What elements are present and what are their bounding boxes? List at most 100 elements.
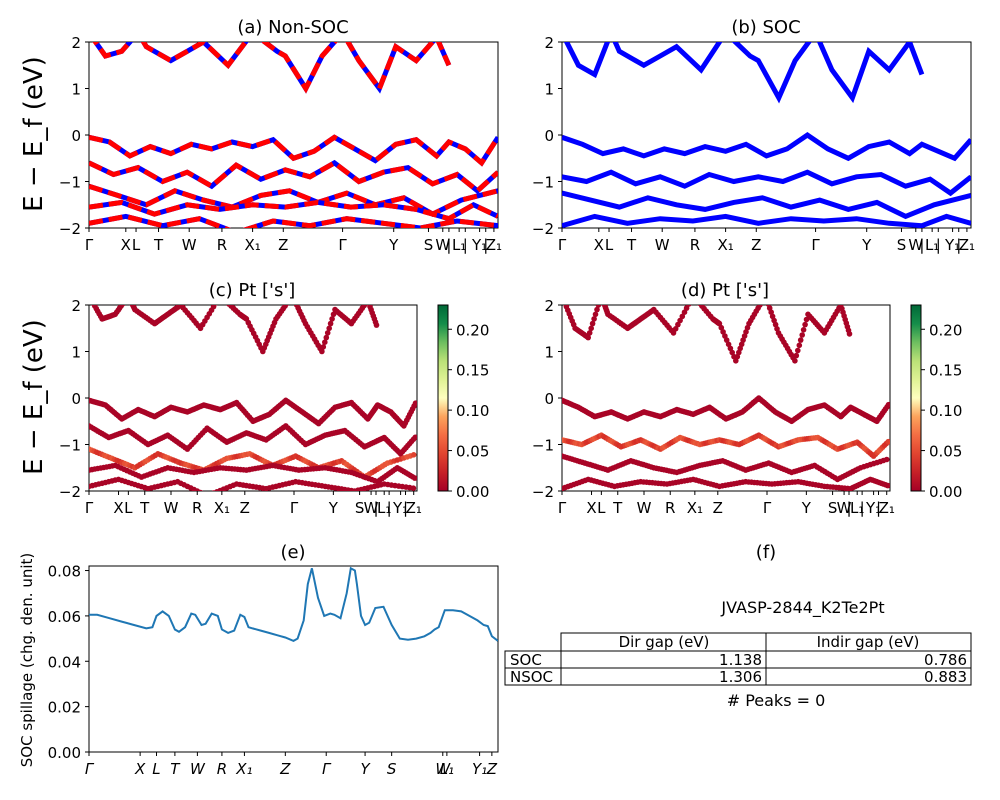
xtick-label: Y — [801, 499, 812, 517]
row-nsoc-dir: 1.306 — [719, 668, 762, 686]
ytick-label: 0 — [71, 127, 81, 145]
colorbar-label: 0.15 — [456, 362, 489, 380]
band-point — [729, 349, 735, 356]
xtick-label: L — [152, 760, 160, 778]
xtick-label: X₁ — [244, 236, 260, 254]
band-point — [119, 305, 126, 307]
xtick-label: | — [936, 236, 941, 254]
ytick-label: 2 — [544, 297, 554, 315]
xtick-label: Z — [751, 236, 761, 254]
band-point — [599, 293, 605, 299]
band-point — [799, 332, 805, 338]
band-point — [89, 298, 95, 304]
ytick-label: 0.02 — [48, 699, 81, 717]
band-point — [757, 305, 763, 308]
ytick-label: 2 — [71, 34, 81, 52]
xtick-label: Γ — [322, 760, 332, 778]
ytick-label: −2 — [532, 483, 554, 501]
band-point — [885, 401, 890, 408]
band-point — [723, 337, 730, 343]
band-point — [326, 325, 333, 332]
band-point — [670, 330, 677, 336]
xtick-label: R — [665, 499, 675, 517]
xtick-label: R — [192, 499, 202, 517]
ytick-label: 2 — [71, 297, 81, 315]
xtick-label: Z₁ — [959, 236, 975, 254]
xtick-label: | — [956, 236, 961, 254]
xtick-label: W — [655, 236, 670, 254]
gap-table: Dir gap (eV) Indir gap (eV) SOC 1.138 0.… — [504, 632, 972, 686]
band-point — [128, 298, 134, 304]
colorbar — [437, 304, 449, 492]
ytick-label: −1 — [532, 437, 554, 455]
ytick-label: 0 — [544, 390, 554, 408]
xtick-label: W — [364, 499, 379, 517]
spillage-line — [89, 566, 498, 643]
band-point — [319, 348, 325, 355]
panel-e-axes: 0.080.060.040.020.00Γ X L T W R X₁ Z Γ Y S WL₁ Y₁ Z — [48, 563, 499, 778]
band-point — [734, 353, 741, 360]
colorbar — [910, 304, 922, 492]
band-point — [586, 330, 593, 336]
band-point — [592, 311, 599, 318]
panel-e-title: (e) — [280, 542, 305, 563]
ytick-label: −2 — [532, 220, 554, 238]
ytick-label: 0.08 — [48, 563, 81, 581]
ytick-label: 0 — [544, 127, 554, 145]
xtick-label: Γ — [85, 236, 94, 254]
colorbar-label: 0.05 — [929, 443, 962, 461]
xtick-label: X — [134, 760, 146, 778]
xtick-label: L — [605, 236, 614, 254]
xtick-label: L₁ — [452, 236, 466, 254]
panel-e-frame — [88, 565, 499, 753]
band-point — [412, 400, 417, 406]
xtick-label: X — [594, 236, 604, 254]
panel-b-axes: 210−1−2Γ X L T W R X₁ Z Γ Y S W| L₁| Y₁|Z₁ — [532, 34, 975, 254]
xtick-label: X₁ — [717, 236, 733, 254]
xtick-label: | — [446, 236, 451, 254]
ytick-label: −2 — [59, 220, 81, 238]
xtick-label: Y₁ — [392, 499, 408, 517]
panel-b-bands — [562, 42, 971, 228]
band-point — [284, 305, 290, 307]
panel-c-colorbar: 0.20 0.15 0.10 0.05 0.00 — [437, 304, 489, 501]
ytick-label: 1 — [544, 81, 554, 99]
xtick-label: Z — [278, 236, 288, 254]
xtick-label: Γ — [811, 236, 820, 254]
xtick-label: L₁ — [440, 760, 454, 778]
xtick-label: R — [217, 236, 227, 254]
xtick-label: Z₁ — [879, 499, 895, 517]
ytick-label: 0 — [71, 390, 81, 408]
xtick-label: L — [124, 499, 133, 517]
band-point — [210, 305, 217, 310]
band-point — [121, 299, 127, 305]
band-point — [329, 316, 335, 322]
colorbar-label: 0.05 — [456, 443, 489, 461]
band-point — [793, 352, 800, 359]
xtick-label: W — [190, 760, 206, 778]
band-point — [601, 299, 607, 305]
panel-f-title: (f) — [756, 542, 776, 563]
band-point — [561, 297, 567, 303]
band-point — [361, 305, 367, 309]
xtick-label: S — [828, 499, 838, 517]
panel-d-points — [561, 293, 890, 491]
xtick-label: | — [483, 236, 488, 254]
xtick-label: S — [897, 236, 907, 254]
xtick-label: S — [424, 236, 434, 254]
xtick-label: Y₁ — [944, 236, 960, 254]
ytick-label: 0.00 — [48, 744, 81, 762]
xtick-label: W — [837, 499, 852, 517]
xtick-label: X — [586, 499, 596, 517]
xtick-label: X — [113, 499, 123, 517]
band-point — [412, 475, 417, 481]
xtick-label: Z — [713, 499, 723, 517]
ytick-label: 0.04 — [48, 653, 81, 671]
band-point — [795, 347, 801, 354]
panel-a-bands — [89, 42, 498, 228]
xtick-label: | — [373, 499, 378, 517]
xtick-label: S — [387, 760, 397, 778]
xtick-label: L — [132, 236, 141, 254]
band-line-soc — [562, 131, 971, 162]
xtick-label: T — [139, 499, 150, 517]
